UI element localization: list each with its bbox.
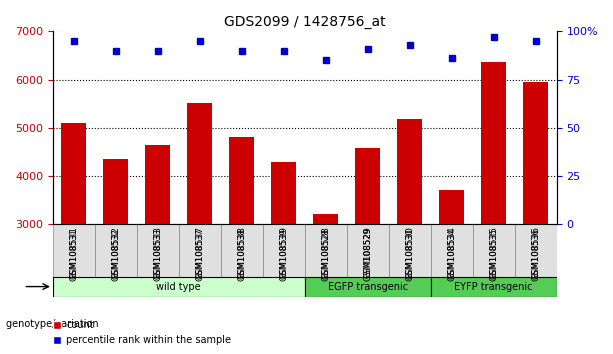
Text: GSM108529: GSM108529 — [364, 228, 372, 279]
Text: GSM108539: GSM108539 — [280, 228, 288, 279]
Bar — [145, 145, 170, 224]
Text: GSM108529: GSM108529 — [364, 226, 372, 281]
FancyBboxPatch shape — [431, 224, 473, 276]
FancyBboxPatch shape — [53, 276, 305, 297]
Text: wild type: wild type — [156, 281, 201, 292]
Text: GSM108530: GSM108530 — [405, 226, 414, 281]
Bar — [355, 148, 380, 224]
Text: GSM108528: GSM108528 — [321, 226, 330, 281]
Bar — [229, 137, 254, 224]
FancyBboxPatch shape — [221, 224, 263, 276]
FancyBboxPatch shape — [263, 224, 305, 276]
Text: GSM108537: GSM108537 — [196, 226, 204, 281]
Bar — [271, 161, 296, 224]
Text: GSM108532: GSM108532 — [112, 226, 120, 281]
FancyBboxPatch shape — [137, 224, 179, 276]
Text: GSM108539: GSM108539 — [280, 226, 288, 281]
Text: GSM108535: GSM108535 — [489, 228, 498, 279]
Text: GSM108538: GSM108538 — [237, 228, 246, 279]
Text: GSM108533: GSM108533 — [153, 226, 162, 281]
FancyBboxPatch shape — [95, 224, 137, 276]
Text: GSM108536: GSM108536 — [531, 226, 540, 281]
FancyBboxPatch shape — [53, 224, 95, 276]
Bar — [313, 213, 338, 224]
Text: GSM108536: GSM108536 — [531, 228, 540, 279]
Text: EGFP transgenic: EGFP transgenic — [328, 281, 408, 292]
FancyBboxPatch shape — [347, 224, 389, 276]
Bar — [61, 123, 86, 224]
Legend: count, percentile rank within the sample: count, percentile rank within the sample — [48, 316, 235, 349]
Text: GSM108535: GSM108535 — [489, 226, 498, 281]
Text: GSM108537: GSM108537 — [196, 228, 204, 279]
FancyBboxPatch shape — [431, 276, 557, 297]
Bar — [397, 119, 422, 224]
Text: EYFP transgenic: EYFP transgenic — [454, 281, 533, 292]
Text: genotype/variation: genotype/variation — [6, 319, 102, 329]
Bar — [103, 159, 128, 224]
Bar — [439, 190, 464, 224]
FancyBboxPatch shape — [179, 224, 221, 276]
FancyBboxPatch shape — [515, 224, 557, 276]
FancyBboxPatch shape — [305, 276, 431, 297]
Text: GSM108528: GSM108528 — [321, 228, 330, 279]
Bar — [481, 62, 506, 224]
Bar — [187, 103, 212, 224]
Text: GSM108533: GSM108533 — [153, 228, 162, 279]
Text: GSM108531: GSM108531 — [69, 226, 78, 281]
FancyBboxPatch shape — [305, 224, 347, 276]
Bar — [523, 81, 548, 224]
Text: GSM108534: GSM108534 — [447, 228, 456, 279]
Text: GSM108532: GSM108532 — [112, 228, 120, 279]
Text: GSM108538: GSM108538 — [237, 226, 246, 281]
FancyBboxPatch shape — [389, 224, 431, 276]
FancyBboxPatch shape — [473, 224, 515, 276]
Text: GSM108530: GSM108530 — [405, 228, 414, 279]
Text: GSM108531: GSM108531 — [69, 228, 78, 279]
Title: GDS2099 / 1428756_at: GDS2099 / 1428756_at — [224, 15, 386, 29]
Text: GSM108534: GSM108534 — [447, 226, 456, 281]
